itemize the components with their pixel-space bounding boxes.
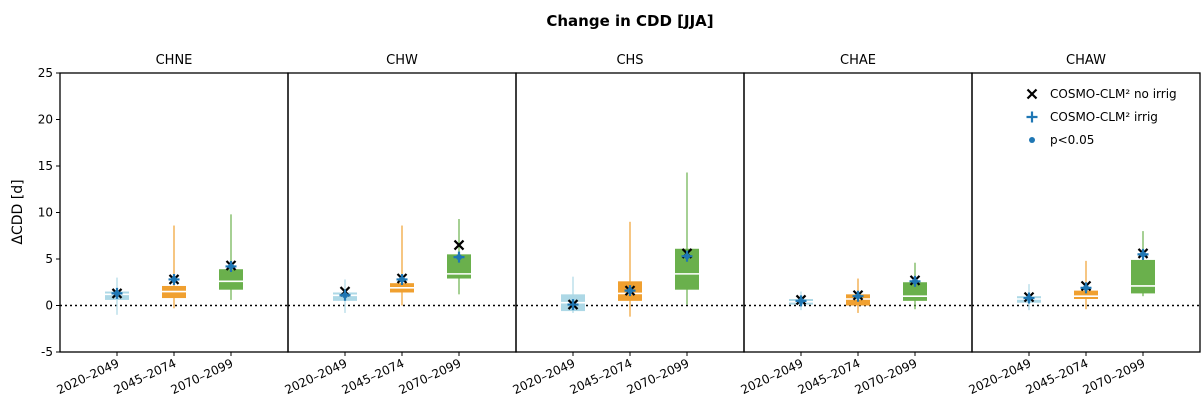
marker-significant [627,287,633,294]
marker-irrig [567,299,579,311]
marker-no-irrig [453,239,465,251]
x-tick-label: 2070–2099 [397,356,464,397]
y-tick-label: 5 [45,252,53,266]
y-tick-label: 20 [38,113,53,127]
x-tick-label: 2045–2074 [340,356,407,397]
y-tick-label: 25 [38,66,53,80]
marker-significant [114,290,120,297]
marker-significant [456,254,462,261]
box [1074,290,1098,299]
panel-title: CHS [616,53,643,68]
panel-frame [971,72,1201,353]
panel-title: CHW [386,53,418,68]
x-tick-label: 2045–2074 [1024,356,1091,397]
legend-label: COSMO-CLM² irrig [1050,110,1158,124]
x-tick-label: 2045–2074 [112,356,179,397]
legend-marker-no-irrig [1026,88,1038,100]
y-tick-label: 0 [45,299,53,313]
x-tick-label: 2020–2049 [511,356,578,397]
marker-significant [1140,251,1146,258]
x-tick-label: 2045–2074 [796,356,863,397]
legend-label: COSMO-CLM² no irrig [1050,87,1177,101]
legend-label: p<0.05 [1050,133,1094,147]
x-tick-label: 2020–2049 [55,356,122,397]
marker-significant [855,293,861,300]
box [1131,259,1155,294]
marker-significant [399,276,405,283]
chart-title: Change in CDD [JJA] [546,12,713,30]
marker-significant [228,263,234,270]
x-tick-label: 2070–2099 [853,356,920,397]
panel-title: CHAE [840,53,876,68]
legend: COSMO-CLM² no irrig COSMO-CLM² irrig p<0.0… [1026,87,1177,147]
marker-significant [912,278,918,285]
x-tick-label: 2045–2074 [568,356,635,397]
box [219,269,243,290]
panel-frame [287,72,517,353]
plot-area: -50510152025CHNE2020–20492045–20742070–2… [38,53,1201,397]
x-tick-label: 2020–2049 [739,356,806,397]
y-tick-label: 10 [38,206,53,220]
panel-frame [59,72,289,353]
marker-significant [798,297,804,304]
marker-significant [1026,295,1032,302]
x-tick-label: 2020–2049 [283,356,350,397]
y-axis-label: ΔCDD [d] [10,179,26,244]
y-tick-label: -5 [41,345,53,359]
legend-marker-significant [1029,137,1035,143]
x-tick-label: 2020–2049 [967,356,1034,397]
panel-title: CHAW [1066,53,1106,68]
x-tick-label: 2070–2099 [169,356,236,397]
x-tick-label: 2070–2099 [1081,356,1148,397]
legend-marker-irrig [1026,111,1038,123]
marker-significant [684,253,690,260]
marker-significant [1083,284,1089,291]
panel-title: CHNE [156,53,193,68]
marker-significant [342,292,348,299]
y-tick-label: 15 [38,159,53,173]
marker-significant [171,276,177,283]
x-tick-label: 2070–2099 [625,356,692,397]
